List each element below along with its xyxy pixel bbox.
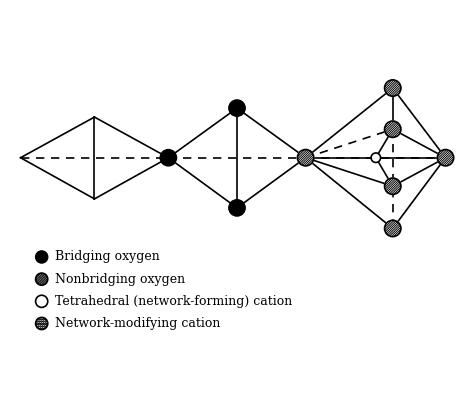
Text: Nonbridging oxygen: Nonbridging oxygen [55,272,185,286]
Circle shape [384,178,401,194]
Text: Bridging oxygen: Bridging oxygen [55,250,160,263]
Circle shape [36,273,48,285]
Circle shape [438,150,454,166]
Circle shape [384,121,401,137]
Circle shape [36,295,48,307]
Circle shape [229,100,245,116]
Circle shape [384,220,401,237]
Circle shape [371,153,381,162]
Circle shape [301,153,310,162]
Circle shape [160,150,176,166]
Circle shape [36,317,48,330]
Circle shape [384,80,401,96]
Circle shape [229,200,245,216]
Circle shape [36,251,48,263]
Circle shape [298,150,314,166]
Text: Tetrahedral (network-forming) cation: Tetrahedral (network-forming) cation [55,295,292,308]
Text: Network-modifying cation: Network-modifying cation [55,317,220,330]
